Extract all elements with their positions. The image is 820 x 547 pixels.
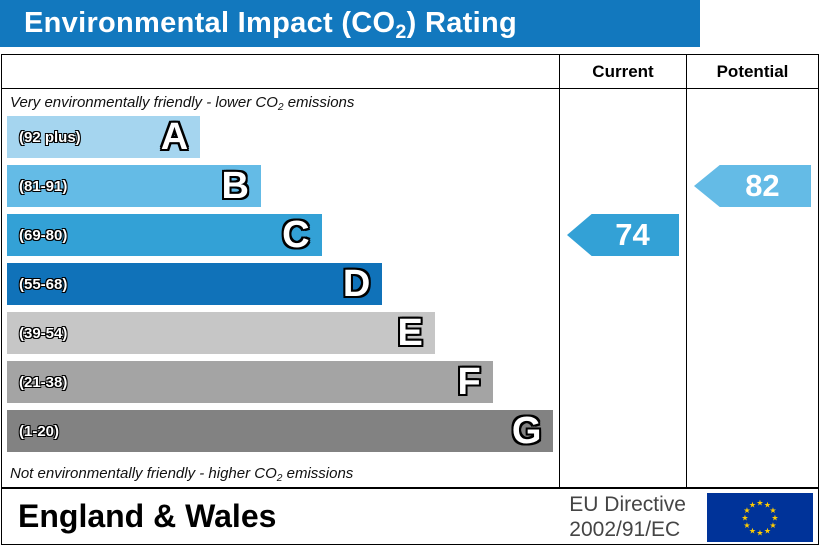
band-range-label: (39-54) xyxy=(19,324,68,342)
band-row-b: (81-91) B xyxy=(2,165,559,207)
band-bar-a: (92 plus) A xyxy=(7,116,201,158)
band-bar-e: (39-54) E xyxy=(7,312,435,354)
eu-flag-star: ★ xyxy=(771,514,778,523)
eu-directive-line1: EU Directive xyxy=(569,493,686,516)
title-bar: Environmental Impact (CO2) Rating xyxy=(0,0,700,47)
chart-area: Very environmentally friendly - lower CO… xyxy=(2,88,559,487)
column-header-potential: Potential xyxy=(716,61,789,81)
band-range-label: (92 plus) xyxy=(19,128,81,146)
band-row-a: (92 plus) A xyxy=(2,116,559,158)
page-title-subscript: 2 xyxy=(395,20,407,43)
band-letter: C xyxy=(282,214,310,256)
band-letter: G xyxy=(511,410,542,452)
eu-flag-star: ★ xyxy=(749,527,756,536)
eu-flag-star: ★ xyxy=(769,506,776,515)
band-range-label: (21-38) xyxy=(19,373,68,391)
header-divider xyxy=(2,88,818,89)
eu-directive-line2: 2002/91/EC xyxy=(569,518,681,541)
band-list: (92 plus) A (81-91) B (69-80) C xyxy=(2,116,559,459)
band-range-label: (55-68) xyxy=(19,275,68,293)
band-row-e: (39-54) E xyxy=(2,312,559,354)
page-title: Environmental Impact (CO2) Rating xyxy=(0,7,517,43)
band-letter: B xyxy=(221,165,249,207)
band-bar-g: (1-20) G xyxy=(7,410,554,452)
eu-directive-label: EU Directive 2002/91/EC xyxy=(569,492,686,542)
region-label: England & Wales xyxy=(18,498,277,534)
eu-flag-star: ★ xyxy=(769,521,776,530)
band-row-d: (55-68) D xyxy=(2,263,559,305)
band-range-label: (81-91) xyxy=(19,177,68,195)
eu-flag-background xyxy=(707,493,813,542)
page-title-text: Environmental Impact (CO xyxy=(24,7,396,39)
band-letter: D xyxy=(342,263,371,305)
eu-flag-star: ★ xyxy=(764,501,771,510)
eu-flag-star: ★ xyxy=(756,529,763,538)
eu-flag-star: ★ xyxy=(743,521,750,530)
eu-flag-star: ★ xyxy=(741,514,748,523)
band-range-label: (1-20) xyxy=(19,422,60,440)
potential-rating-arrow: 82 xyxy=(694,165,811,207)
potential-rating-value: 82 xyxy=(745,168,780,203)
bottom-note: Not environmentally friendly - higher CO… xyxy=(10,465,354,484)
current-rating-arrow: 74 xyxy=(567,214,679,256)
band-range-label: (69-80) xyxy=(19,226,68,244)
band-bar-b: (81-91) B xyxy=(7,165,261,207)
potential-column: Potential 82 xyxy=(686,55,818,487)
eu-flag-icon: ★ ★ ★ ★ ★ ★ ★ ★ ★ ★ ★ ★ xyxy=(707,493,813,542)
rating-table: Very environmentally friendly - lower CO… xyxy=(1,54,819,488)
band-bar-d: (55-68) D xyxy=(7,263,383,305)
eu-flag-star: ★ xyxy=(749,501,756,510)
eu-flag-star: ★ xyxy=(756,499,763,508)
band-row-g: (1-20) G xyxy=(2,410,559,452)
top-note: Very environmentally friendly - lower CO… xyxy=(10,94,355,113)
band-bar-c: (69-80) C xyxy=(7,214,322,256)
band-row-c: (69-80) C xyxy=(2,214,559,256)
band-letter: E xyxy=(397,312,423,354)
current-column: Current 74 xyxy=(559,55,686,487)
band-bar-f: (21-38) F xyxy=(7,361,493,403)
band-row-f: (21-38) F xyxy=(2,361,559,403)
current-rating-value: 74 xyxy=(615,217,650,252)
footer-bar: England & Wales EU Directive 2002/91/EC … xyxy=(1,488,819,545)
column-header-current: Current xyxy=(592,61,654,81)
eu-flag-star: ★ xyxy=(743,506,750,515)
band-letter: A xyxy=(160,116,189,158)
eu-flag-star: ★ xyxy=(764,527,771,536)
band-letter: F xyxy=(457,361,481,403)
page-title-text-end: ) Rating xyxy=(406,7,517,39)
